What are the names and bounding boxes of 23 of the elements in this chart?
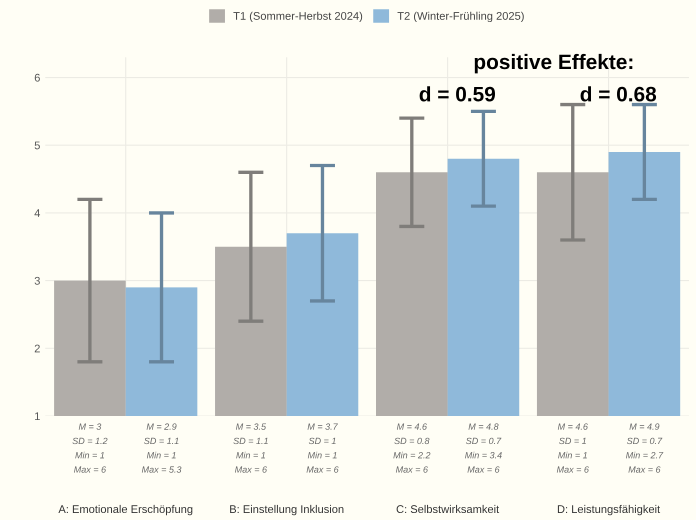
- x-tick-label: B: Einstellung Inklusion: [230, 504, 344, 516]
- data-label: M = 2.9 SD = 1.1 Min = 1 Max = 5.3: [142, 423, 182, 473]
- y-tick-label: 1: [35, 412, 40, 420]
- y-tick-label: 2: [34, 344, 40, 352]
- x-tick-label: D: Leistungsfähigkeit: [558, 504, 660, 516]
- y-tick-label: 6: [34, 74, 40, 82]
- x-tick-label: C: Selbstwirksamkeit: [396, 504, 500, 514]
- annotation: d = 0.59: [420, 86, 496, 102]
- y-tick-label: 4: [34, 209, 40, 217]
- data-label: M = 3.7 SD = 1 Min = 1 Max = 6: [306, 423, 339, 473]
- data-label: M = 3.5 SD = 1.1 Min = 1 Max = 6: [233, 423, 268, 473]
- data-label: M = 4.8 SD = 0.7 Min = 3.4 Max = 6: [465, 423, 502, 473]
- data-label: M = 4.6 SD = 1 Min = 1 Max = 6: [556, 423, 589, 473]
- data-label: M = 3 SD = 1.2 Min = 1 Max = 6: [72, 423, 108, 473]
- annotation: d = 0.68: [580, 86, 656, 102]
- legend-label: T1 (Sommer-Herbst 2024): [233, 12, 362, 22]
- data-label: M = 4.6 SD = 0.8 Min = 2.2 Max = 6: [393, 423, 430, 473]
- y-tick-label: 3: [34, 276, 40, 285]
- data-label: M = 4.9 SD = 0.7 Min = 2.7 Max = 6: [626, 423, 664, 473]
- y-tick-label: 5: [34, 142, 40, 150]
- legend-label: T2 (Winter-Frühling 2025): [398, 12, 524, 22]
- annotation: positive Effekte:: [474, 54, 632, 74]
- x-tick-label: A: Emotionale Erschöpfung: [58, 504, 192, 516]
